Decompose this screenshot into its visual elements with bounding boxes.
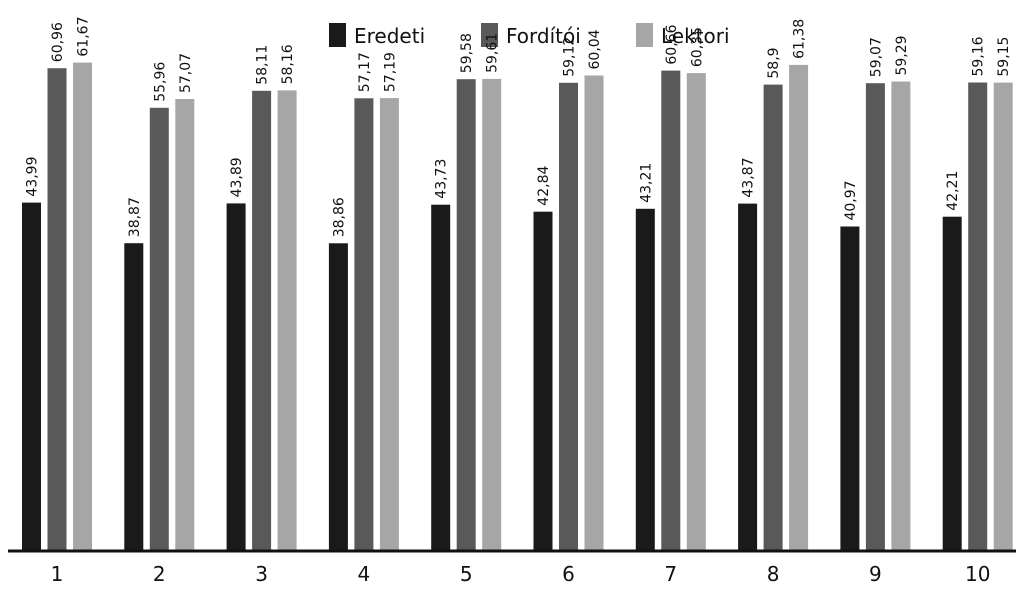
bar-6-3: [584, 75, 604, 551]
value-label-4-1: 38,86: [331, 197, 347, 237]
bar-7-1: [635, 208, 655, 552]
value-label-8-1: 43,87: [741, 158, 757, 198]
value-label-1-1: 43,99: [25, 157, 41, 197]
bar-8-2: [763, 84, 783, 551]
value-label-6-1: 42,84: [536, 166, 552, 206]
bar-4-2: [354, 98, 374, 552]
bar-4-3: [379, 98, 399, 551]
value-label-10-3: 59,15: [996, 37, 1012, 77]
value-label-2-3: 57,07: [178, 53, 194, 93]
x-tick-label-2: 2: [153, 562, 166, 586]
bar-9-2: [865, 83, 885, 551]
bar-3-3: [277, 90, 297, 552]
bar-3-1: [226, 203, 246, 551]
value-label-8-3: 61,38: [792, 19, 808, 59]
bar-10-1: [942, 216, 962, 551]
bar-5-3: [482, 78, 502, 552]
bar-6-1: [533, 211, 553, 551]
value-label-5-1: 43,73: [434, 159, 450, 199]
value-label-4-3: 57,19: [382, 52, 398, 92]
value-label-3-2: 58,11: [255, 45, 271, 85]
bar-9-3: [891, 81, 911, 551]
value-label-9-3: 59,29: [894, 35, 910, 75]
bar-5-1: [431, 204, 451, 551]
bar-7-3: [686, 73, 706, 551]
legend-swatch-3: [636, 23, 653, 47]
bar-9-1: [840, 226, 860, 551]
bar-2-1: [124, 243, 144, 551]
bar-4-1: [328, 243, 348, 552]
bar-7-2: [661, 70, 681, 551]
x-tick-label-9: 9: [869, 562, 882, 586]
bar-2-3: [175, 99, 195, 551]
value-label-7-3: 60,35: [689, 27, 705, 67]
legend-label-2: Fordítói: [506, 24, 581, 48]
legend-label-3: Lektori: [661, 24, 730, 48]
value-label-6-2: 59,12: [562, 37, 578, 77]
value-label-10-2: 59,16: [971, 36, 987, 76]
bar-1-3: [73, 62, 92, 551]
bar-8-1: [738, 203, 758, 551]
value-label-2-1: 38,87: [127, 197, 143, 237]
value-label-3-3: 58,16: [280, 44, 296, 84]
value-labels: 43,99 60,96 61,67 38,87 55,96 57,07 43,89 58,11…: [25, 17, 1013, 238]
bar-10-3: [993, 82, 1013, 551]
x-tick-label-7: 7: [664, 562, 677, 586]
bar-1-1: [22, 202, 41, 551]
value-label-3-1: 43,89: [229, 157, 245, 197]
x-tick-label-8: 8: [767, 562, 780, 586]
value-label-5-3: 59,61: [485, 33, 501, 73]
bars: [22, 62, 1013, 552]
value-label-7-1: 43,21: [638, 163, 654, 203]
x-tick-label-3: 3: [255, 562, 268, 586]
x-tick-label-4: 4: [358, 562, 371, 586]
value-label-5-2: 59,58: [459, 33, 475, 73]
bar-10-2: [968, 82, 988, 551]
value-label-9-1: 40,97: [843, 180, 859, 220]
x-tick-label-1: 1: [51, 562, 64, 586]
value-label-9-2: 59,07: [868, 37, 884, 77]
bar-3-2: [252, 90, 272, 552]
value-label-1-3: 61,67: [76, 17, 92, 57]
legend: Eredeti Fordítói Lektori: [329, 23, 730, 48]
x-tick-label-5: 5: [460, 562, 473, 586]
bar-2-2: [149, 107, 169, 552]
legend-label-1: Eredeti: [354, 24, 425, 48]
bar-6-2: [559, 82, 578, 552]
legend-swatch-2: [481, 23, 498, 47]
legend-swatch-1: [329, 23, 346, 47]
x-tick-labels: 1 2 3 4 5 6 7 8 9 10: [51, 562, 991, 586]
value-label-7-2: 60,66: [664, 24, 680, 64]
bar-8-3: [789, 64, 809, 552]
value-label-2-2: 55,96: [152, 62, 168, 102]
x-tick-label-10: 10: [965, 562, 990, 586]
x-tick-label-6: 6: [562, 562, 575, 586]
value-label-10-1: 42,21: [945, 171, 961, 211]
bar-1-2: [47, 68, 67, 551]
value-label-1-2: 60,96: [50, 22, 66, 62]
bar-5-2: [456, 79, 476, 551]
value-label-4-2: 57,17: [357, 52, 373, 92]
value-label-6-3: 60,04: [587, 29, 603, 69]
value-label-8-2: 58,9: [766, 47, 782, 78]
